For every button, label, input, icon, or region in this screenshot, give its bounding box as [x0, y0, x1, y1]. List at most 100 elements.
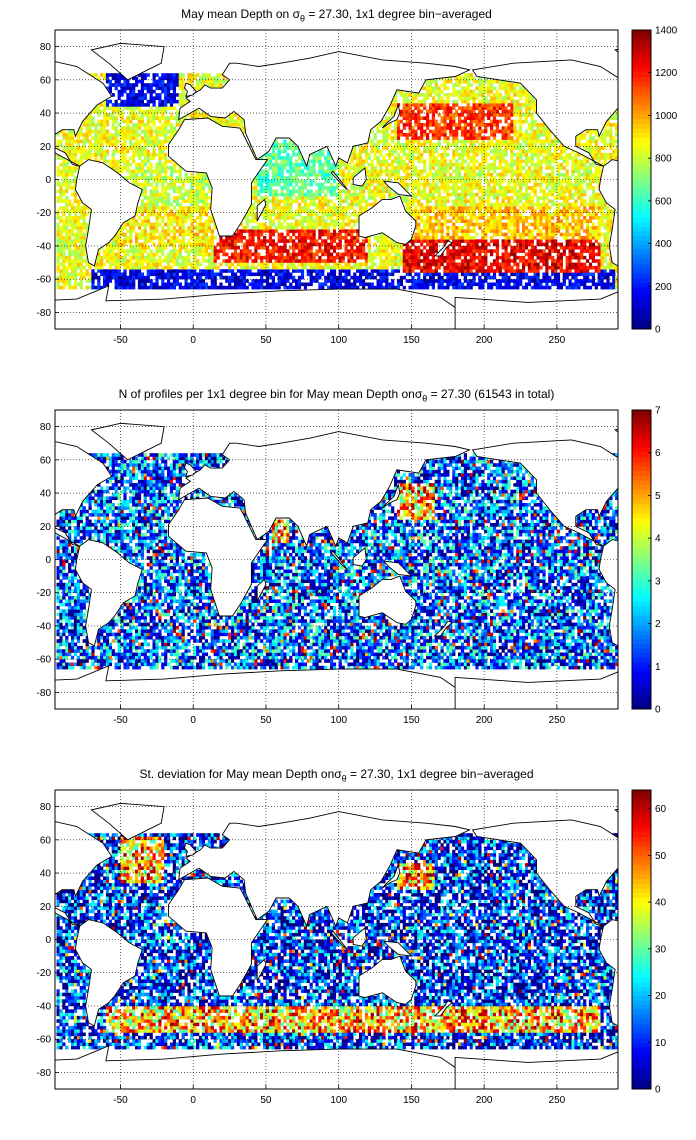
data-cell: [481, 245, 485, 250]
data-cell: [364, 236, 369, 240]
data-cell: [612, 272, 616, 277]
data-cell: [426, 239, 430, 243]
data-cell: [295, 219, 299, 223]
data-cell: [263, 176, 267, 180]
data-cell: [609, 226, 613, 230]
data-cell: [466, 209, 470, 213]
data-cell: [344, 279, 348, 283]
data-cell: [513, 262, 517, 267]
data-cell: [603, 259, 607, 263]
data-cell: [105, 269, 110, 273]
data-cell: [501, 252, 505, 257]
data-cell: [263, 189, 267, 194]
data-cell: [199, 212, 203, 217]
data-cell: [364, 159, 369, 164]
data-cell: [405, 279, 409, 283]
data-cell: [335, 162, 339, 167]
data-cell: [364, 255, 369, 260]
data-cell: [321, 229, 325, 233]
data-cell: [510, 249, 514, 253]
data-cell: [68, 239, 72, 243]
data-cell: [469, 262, 473, 267]
data-cell: [324, 209, 328, 213]
data-cell: [306, 262, 310, 267]
data-cell: [187, 192, 191, 197]
data-cell: [431, 182, 435, 187]
data-cell: [158, 239, 162, 243]
data-cell: [135, 179, 139, 184]
data-cell: [152, 199, 156, 203]
data-cell: [472, 166, 476, 170]
data-cell: [167, 285, 171, 290]
data-cell: [277, 252, 281, 257]
data-cell: [196, 279, 200, 283]
data-cell: [207, 285, 211, 290]
data-cell: [332, 282, 337, 287]
data-cell: [68, 186, 72, 190]
data-cell: [426, 196, 430, 200]
data-cell: [187, 216, 191, 220]
data-cell: [73, 196, 78, 200]
data-cell: [394, 245, 398, 250]
data-cell: [286, 206, 290, 210]
data-cell: [519, 269, 523, 273]
data-cell: [533, 166, 537, 170]
data-cell: [597, 199, 601, 203]
data-cell: [600, 209, 604, 213]
data-cell: [452, 202, 456, 207]
data-cell: [472, 196, 476, 200]
data-cell: [588, 239, 593, 243]
data-cell: [458, 285, 462, 290]
data-cell: [73, 232, 78, 237]
data-cell: [265, 285, 270, 290]
data-cell: [370, 166, 374, 170]
data-cell: [344, 239, 348, 243]
data-cell: [330, 265, 334, 270]
data-cell: [533, 262, 537, 267]
data-cell: [396, 242, 401, 247]
data-cell: [519, 239, 523, 243]
data-cell: [472, 169, 476, 174]
data-cell: [277, 279, 281, 283]
data-cell: [460, 269, 465, 273]
data-cell: [455, 199, 459, 203]
data-cell: [475, 216, 479, 220]
data-cell: [536, 269, 540, 273]
data-cell: [434, 176, 438, 180]
data-cell: [117, 255, 121, 260]
data-cell: [539, 189, 543, 194]
data-cell: [466, 265, 470, 270]
data-cell: [588, 229, 593, 233]
data-cell: [382, 186, 386, 190]
data-cell: [571, 285, 575, 290]
data-cell: [335, 285, 339, 290]
data-cell: [155, 272, 159, 277]
data-cell: [169, 269, 174, 273]
data-cell: [516, 169, 520, 174]
data-cell: [120, 159, 124, 164]
data-cell: [257, 272, 261, 277]
data-cell: [498, 229, 502, 233]
data-cell: [359, 282, 363, 287]
data-cell: [155, 265, 159, 270]
data-cell: [519, 232, 523, 237]
data-cell: [210, 216, 214, 220]
data-cell: [164, 199, 168, 203]
data-cell: [228, 282, 232, 287]
data-cell: [184, 249, 188, 253]
data-cell: [283, 249, 287, 253]
data-cell: [536, 229, 540, 233]
data-cell: [472, 252, 476, 257]
data-cell: [428, 279, 433, 283]
data-cell: [59, 262, 63, 267]
data-cell: [201, 176, 206, 180]
data-cell: [498, 182, 502, 187]
data-cell: [588, 206, 593, 210]
data-cell: [315, 172, 319, 177]
data-cell: [364, 166, 369, 170]
data-cell: [516, 262, 520, 267]
data-cell: [228, 275, 232, 280]
data-cell: [423, 196, 427, 200]
data-cell: [449, 255, 453, 260]
data-cell: [446, 169, 450, 174]
